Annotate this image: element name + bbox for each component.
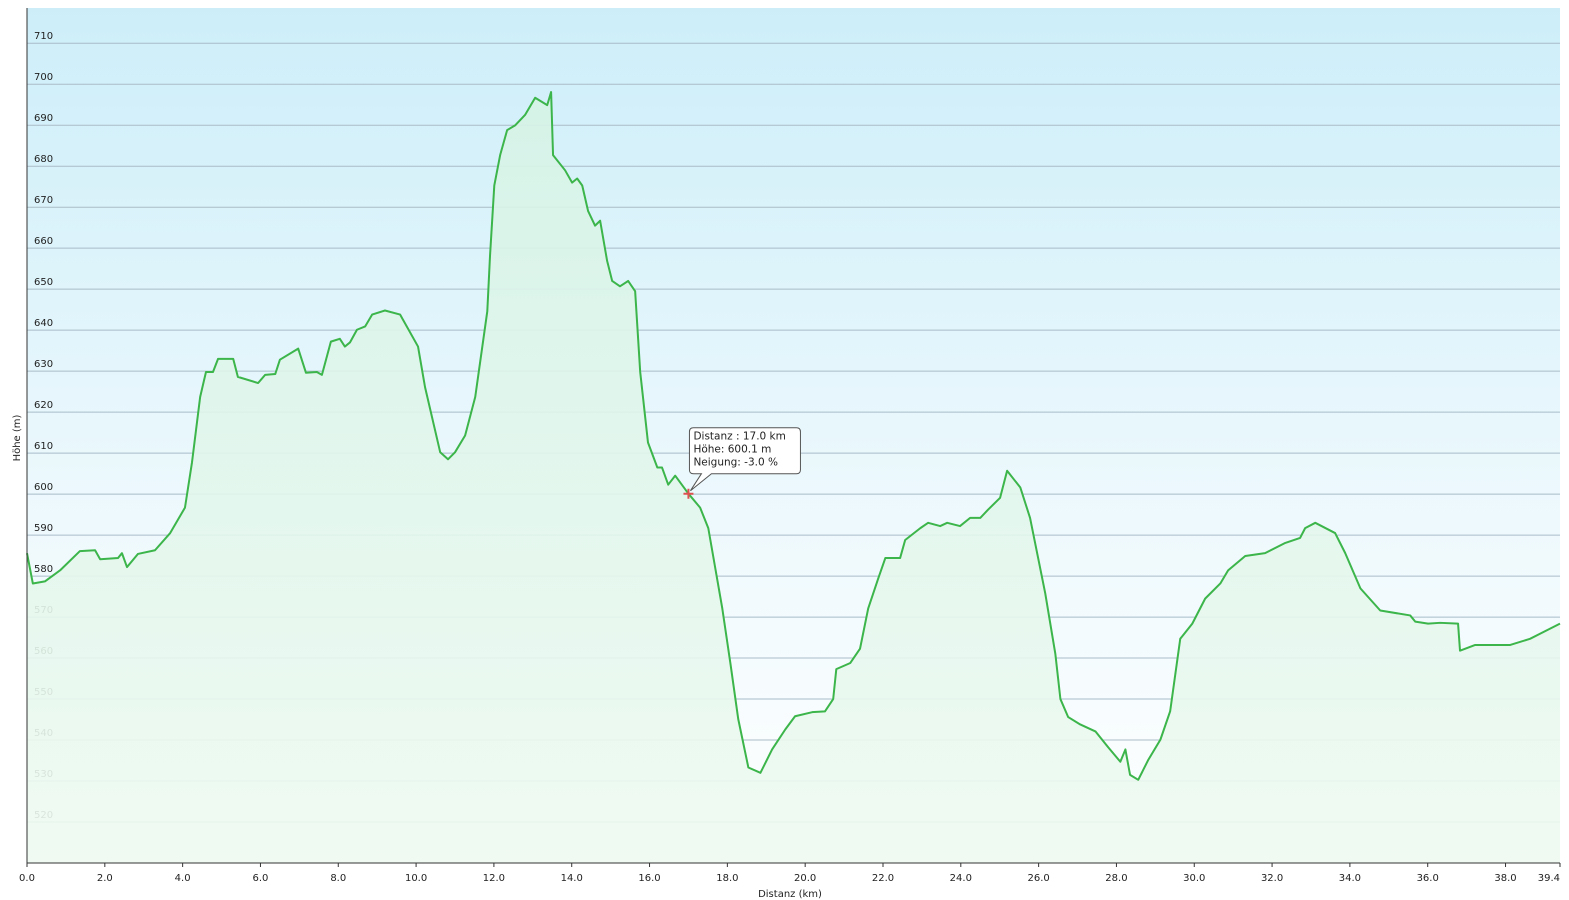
x-tick-label: 39.4 — [1538, 873, 1560, 884]
y-tick-label: 680 — [34, 154, 53, 165]
x-tick-label: 6.0 — [252, 873, 268, 884]
elevation-line — [26, 91, 1561, 781]
x-tick-label: 22.0 — [872, 873, 894, 884]
x-tick-label: 26.0 — [1027, 873, 1049, 884]
y-tick-label: 590 — [34, 523, 53, 534]
x-tick-label: 36.0 — [1417, 873, 1439, 884]
x-tick-label: 34.0 — [1339, 873, 1361, 884]
y-tick-label: 660 — [34, 236, 53, 247]
y-tick-label: 640 — [34, 318, 53, 329]
y-tick-label: 630 — [34, 359, 53, 370]
y-tick-label: 600 — [34, 482, 53, 493]
x-tick-label: 28.0 — [1105, 873, 1127, 884]
y-tick-label: 670 — [34, 195, 53, 206]
tooltip-line: Distanz : 17.0 km — [693, 431, 785, 443]
y-tick-label: 700 — [34, 72, 53, 83]
y-tick-label: 580 — [34, 564, 53, 575]
y-axis-label: Höhe (m) — [12, 414, 23, 461]
x-tick-label: 20.0 — [794, 873, 816, 884]
x-tick-label: 38.0 — [1494, 873, 1516, 884]
y-tick-label: 690 — [34, 113, 53, 124]
y-tick-label: 620 — [34, 400, 53, 411]
x-tick-label: 16.0 — [638, 873, 660, 884]
x-tick-label: 10.0 — [405, 873, 427, 884]
tooltip-line: Höhe: 600.1 m — [693, 444, 771, 456]
x-tick-label: 4.0 — [175, 873, 191, 884]
tooltip-box — [688, 427, 801, 492]
x-tick-label: 2.0 — [97, 873, 113, 884]
position-marker — [683, 488, 694, 499]
tooltip-line: Neigung: -3.0 % — [693, 457, 778, 469]
y-tick-label: 610 — [34, 441, 53, 452]
x-tick-label: 0.0 — [19, 873, 35, 884]
x-tick-label: 30.0 — [1183, 873, 1205, 884]
x-tick-label: 18.0 — [716, 873, 738, 884]
x-tick-label: 32.0 — [1261, 873, 1283, 884]
x-axis-label: Distanz (km) — [758, 889, 822, 900]
x-tick-label: 14.0 — [561, 873, 583, 884]
y-tick-label: 650 — [34, 277, 53, 288]
x-tick-label: 24.0 — [950, 873, 972, 884]
x-tick-label: 8.0 — [330, 873, 346, 884]
y-tick-label: 710 — [34, 31, 53, 42]
x-tick-label: 12.0 — [483, 873, 505, 884]
